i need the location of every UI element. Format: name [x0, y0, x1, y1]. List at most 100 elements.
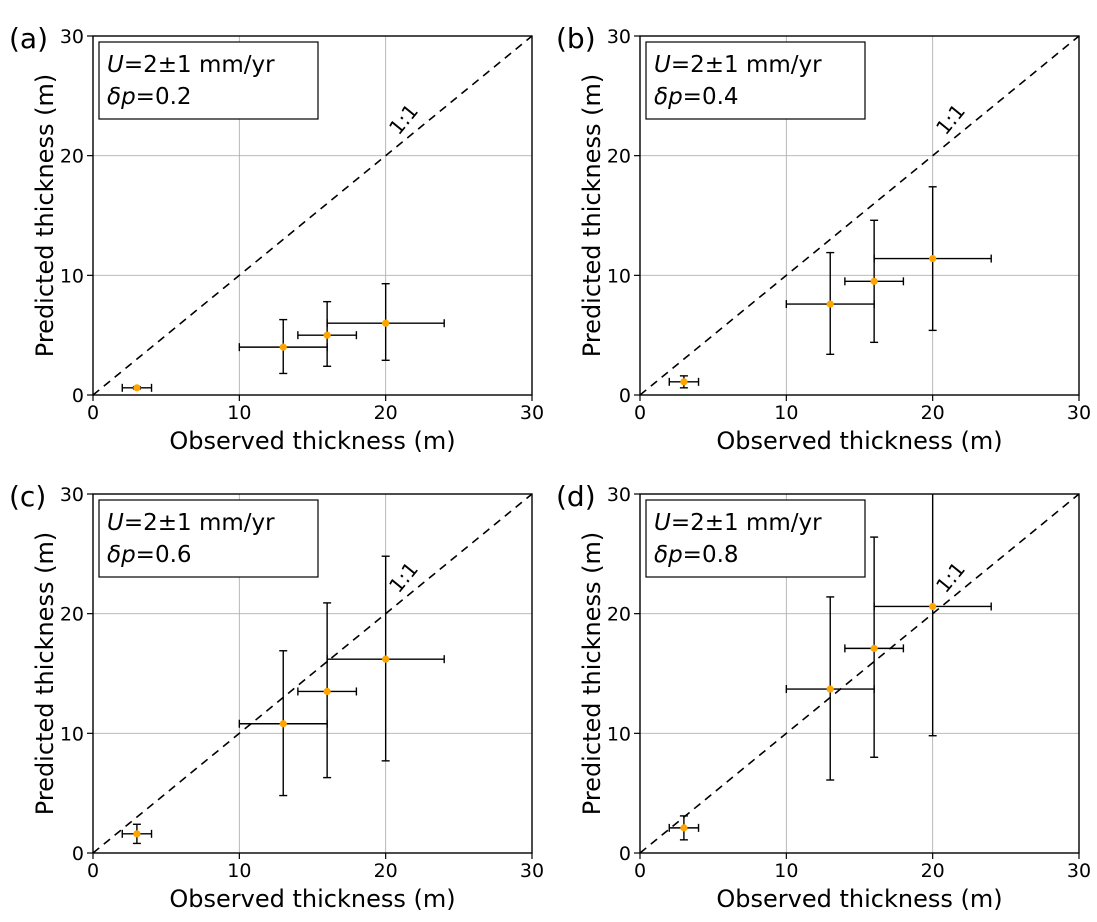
annotation-variable: δp [654, 542, 683, 568]
panel-label: (c) [9, 480, 46, 513]
y-tick-label: 20 [60, 604, 84, 626]
y-tick-label: 30 [607, 484, 631, 506]
annotation-value: =0.2 [136, 84, 192, 110]
y-tick-label: 10 [607, 723, 631, 745]
x-tick-label: 0 [634, 402, 646, 424]
panel-1: 1:1 0 10 20 30 0 10 20 30 Observed thickness (m) P… [9, 22, 544, 455]
identity-line [639, 35, 1080, 396]
data-point [323, 331, 331, 339]
identity-label: 1:1 [931, 557, 970, 597]
data-point [279, 720, 287, 728]
data-series [121, 555, 445, 845]
annotation-variable: δp [654, 84, 683, 110]
identity-label: 1:1 [384, 557, 423, 597]
x-axis-label: Observed thickness (m) [169, 885, 455, 913]
identity-line [92, 35, 533, 396]
annotation-value: =0.6 [136, 542, 192, 568]
annotation-line: δp=0.2 [107, 84, 192, 110]
y-tick-label: 0 [619, 385, 631, 407]
data-series [668, 186, 992, 389]
annotation-value: =2±1 mm/yr [671, 52, 822, 78]
panel-label: (a) [9, 22, 48, 55]
axes-frame [92, 493, 533, 854]
annotation-variable: δp [107, 542, 136, 568]
annotation-line: δp=0.8 [654, 542, 739, 568]
data-point [870, 277, 878, 285]
data-point [826, 685, 834, 693]
panel-label: (b) [556, 22, 596, 55]
data-point [382, 655, 390, 663]
y-axis-label: Predicted thickness (m) [31, 74, 59, 357]
x-axis-label: Observed thickness (m) [169, 427, 455, 455]
data-point [929, 602, 937, 611]
y-tick-label: 0 [72, 385, 84, 407]
y-tick-label: 30 [607, 26, 631, 48]
y-tick-label: 0 [72, 843, 84, 865]
x-tick-label: 30 [1067, 860, 1091, 882]
annotation-value: =2±1 mm/yr [124, 52, 275, 78]
annotation-value: =0.8 [683, 542, 739, 568]
panel-2: 1:1 0 10 20 30 0 10 20 30 Observed thickness (m) P… [556, 22, 1091, 455]
x-tick-label: 20 [921, 860, 945, 882]
identity-label: 1:1 [931, 99, 970, 139]
identity-line [92, 493, 533, 854]
annotation-line: δp=0.6 [107, 542, 192, 568]
x-tick-label: 20 [921, 402, 945, 424]
data-point [680, 824, 688, 832]
data-series [668, 494, 992, 841]
annotation-value: =2±1 mm/yr [671, 510, 822, 536]
x-tick-label: 0 [87, 860, 99, 882]
data-point [870, 644, 878, 652]
x-axis-label: Observed thickness (m) [716, 427, 1002, 455]
y-tick-label: 30 [60, 484, 84, 506]
y-tick-label: 20 [607, 604, 631, 626]
annotation-line: δp=0.4 [654, 84, 739, 110]
y-tick-label: 0 [619, 843, 631, 865]
x-tick-label: 20 [374, 860, 398, 882]
annotation-box [98, 41, 319, 120]
annotation-line: U=2±1 mm/yr [107, 510, 275, 536]
annotation-line: U=2±1 mm/yr [654, 510, 822, 536]
x-tick-label: 0 [87, 402, 99, 424]
x-tick-label: 30 [520, 402, 544, 424]
data-point [323, 687, 331, 696]
x-tick-label: 10 [227, 860, 251, 882]
y-tick-label: 10 [60, 265, 84, 287]
data-point [382, 319, 390, 327]
panel-4: 1:1 0 10 20 30 0 10 20 30 Observed thickness (m) P… [556, 480, 1091, 913]
x-tick-label: 0 [634, 860, 646, 882]
axes-frame [639, 35, 1080, 396]
data-point [133, 384, 141, 392]
data-point [279, 343, 287, 351]
annotation-box [645, 499, 866, 578]
x-tick-label: 30 [520, 860, 544, 882]
annotation-variable: U [107, 510, 124, 536]
data-point [826, 300, 834, 308]
y-tick-label: 30 [60, 26, 84, 48]
annotation-box [645, 41, 866, 120]
annotation-line: U=2±1 mm/yr [654, 52, 822, 78]
x-tick-label: 10 [774, 402, 798, 424]
data-point [680, 378, 688, 386]
x-tick-label: 30 [1067, 402, 1091, 424]
y-tick-label: 20 [60, 146, 84, 168]
x-tick-label: 20 [374, 402, 398, 424]
axes-frame [639, 493, 1080, 854]
axes-frame [92, 35, 533, 396]
x-tick-label: 10 [774, 860, 798, 882]
data-point [133, 830, 141, 838]
data-series [121, 283, 445, 392]
identity-label: 1:1 [384, 99, 423, 139]
annotation-line: U=2±1 mm/yr [107, 52, 275, 78]
x-axis-label: Observed thickness (m) [716, 885, 1002, 913]
data-point [929, 254, 937, 263]
y-axis-label: Predicted thickness (m) [31, 532, 59, 815]
y-axis-label: Predicted thickness (m) [578, 532, 606, 815]
identity-line [639, 493, 1080, 854]
y-tick-label: 10 [60, 723, 84, 745]
annotation-box [98, 499, 319, 578]
annotation-value: =2±1 mm/yr [124, 510, 275, 536]
panel-3: 1:1 0 10 20 30 0 10 20 30 Observed thickness (m) P… [9, 480, 544, 913]
y-tick-label: 20 [607, 146, 631, 168]
